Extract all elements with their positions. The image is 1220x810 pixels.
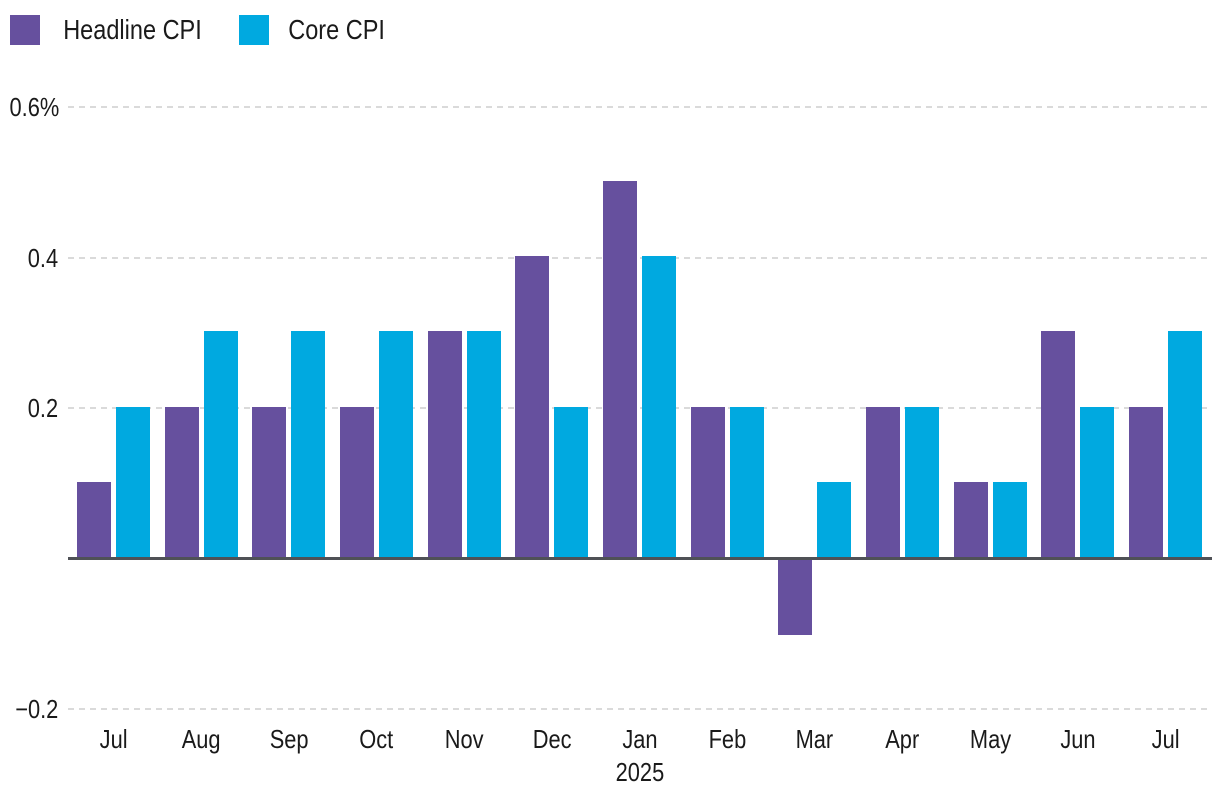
bar-core-apr-9 (905, 406, 940, 557)
bar-core-jul-12 (1168, 331, 1203, 557)
bar-headline-jul-0 (77, 481, 111, 557)
bar-headline-mar-8 (778, 560, 813, 636)
gridline-0.2 (68, 407, 1212, 409)
bar-core-aug-1 (203, 331, 238, 557)
bar-core-oct-3 (379, 331, 413, 557)
y-tick-label-0.6%: 0.6% (9, 92, 60, 122)
x-axis-label-dec-5: Dec (532, 724, 572, 754)
legend-swatch-core-cpi-icon (238, 15, 269, 45)
x-axis-label-oct-3: Oct (359, 724, 394, 754)
bar-headline-dec-5 (515, 256, 550, 557)
x-axis-label-aug-1: Aug (181, 724, 221, 754)
bar-core-feb-7 (729, 406, 764, 557)
bar-headline-jan-6 (603, 180, 638, 557)
bar-headline-may-10 (953, 481, 988, 557)
bar-core-jul-0 (116, 406, 150, 557)
bar-headline-jun-11 (1041, 331, 1076, 557)
gridline-0.6% (68, 106, 1212, 108)
bar-core-dec-5 (554, 406, 589, 557)
legend-label-core-cpi: Core CPI (288, 14, 385, 45)
x-axis-line (68, 557, 1212, 560)
bar-headline-jul-12 (1129, 406, 1164, 557)
x-axis-year-label: 2025 (615, 757, 664, 787)
bar-headline-aug-1 (164, 406, 199, 557)
x-axis-label-nov-4: Nov (444, 724, 484, 754)
x-axis-label-jul-0: Jul (99, 724, 128, 754)
legend-swatch-headline-cpi-icon (10, 15, 40, 45)
bar-headline-oct-3 (340, 406, 374, 557)
y-tick-label-0.2: 0.2 (27, 393, 58, 423)
x-axis-label-may-10: May (969, 724, 1011, 754)
bar-core-mar-8 (817, 481, 852, 557)
x-axis-label-sep-2: Sep (269, 724, 309, 754)
y-tick-label-0.4: 0.4 (27, 242, 58, 273)
x-axis-label-jul-12: Jul (1151, 724, 1180, 754)
bar-headline-nov-4 (427, 331, 462, 557)
bar-headline-sep-2 (252, 406, 287, 557)
bar-core-may-10 (992, 481, 1027, 557)
bar-core-jan-6 (642, 256, 677, 557)
bar-core-sep-2 (291, 331, 326, 557)
chart-legend: Headline CPI Core CPI (10, 13, 394, 47)
x-axis-label-mar-8: Mar (796, 724, 834, 754)
bar-core-nov-4 (466, 331, 501, 557)
gridline-−0.2 (68, 708, 1212, 710)
x-axis-label-jan-6: Jan (621, 724, 658, 754)
bar-headline-feb-7 (690, 406, 725, 557)
y-tick-label-−0.2: −0.2 (14, 694, 58, 724)
bar-core-jun-11 (1080, 406, 1115, 557)
x-axis-label-apr-9: Apr (885, 724, 920, 754)
gridline-0.4 (68, 256, 1212, 259)
x-axis-label-feb-7: Feb (708, 724, 747, 754)
bar-headline-apr-9 (866, 406, 901, 557)
legend-label-headline-cpi: Headline CPI (63, 14, 202, 45)
legend-item-core-cpi: Core CPI (238, 13, 394, 47)
x-axis-label-jun-11: Jun (1060, 724, 1096, 754)
legend-item-headline-cpi: Headline CPI (10, 13, 215, 47)
